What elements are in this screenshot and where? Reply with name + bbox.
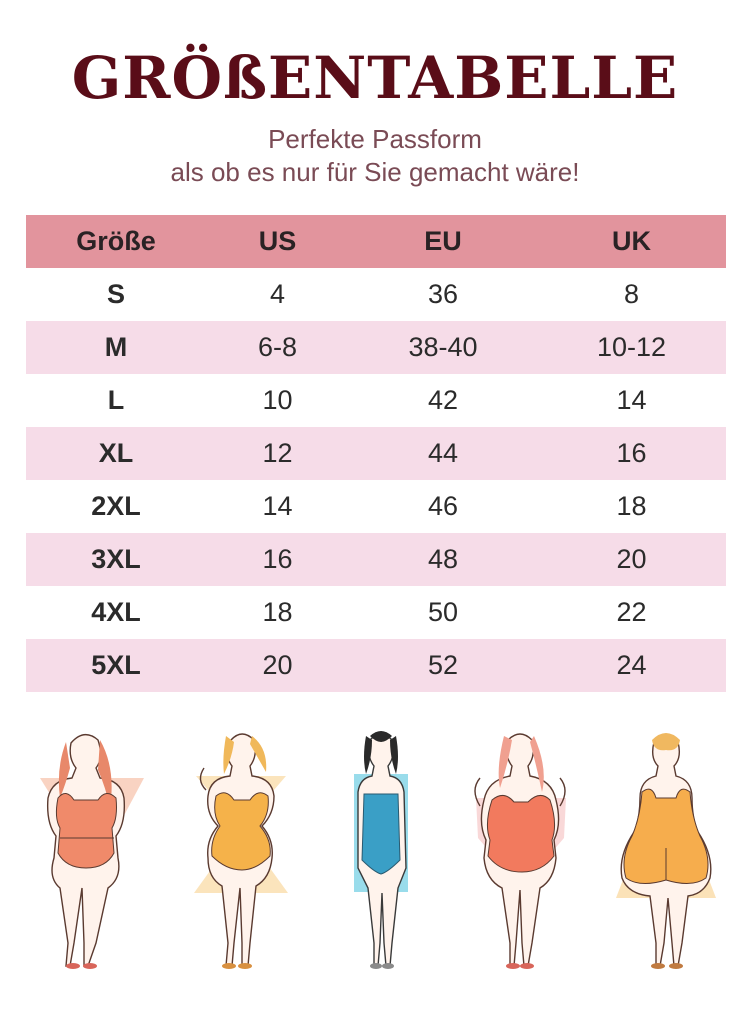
table-row: 2XL 14 46 18 xyxy=(26,480,726,533)
body-shape-apple-icon xyxy=(474,733,566,969)
page-title: GRÖßENTABELLE xyxy=(71,44,679,112)
size-cell: XL xyxy=(98,438,134,468)
body-shape-hourglass-icon xyxy=(194,733,288,969)
eu-cell: 38-40 xyxy=(408,332,478,362)
body-shape-illustrations xyxy=(26,728,726,978)
table-row: S 4 36 8 xyxy=(26,268,726,321)
uk-cell: 22 xyxy=(616,597,647,627)
column-header-size: Größe xyxy=(76,226,156,256)
uk-cell: 16 xyxy=(616,438,647,468)
table-header-row: Größe US EU UK xyxy=(26,215,726,268)
table-row: XL 12 44 16 xyxy=(26,427,726,480)
eu-cell: 46 xyxy=(427,491,459,521)
subtitle-line-1: Perfekte Passform xyxy=(268,124,482,154)
uk-cell: 20 xyxy=(616,544,647,574)
eu-cell: 44 xyxy=(427,438,459,468)
table-row: M 6-8 38-40 10-12 xyxy=(26,321,726,374)
size-cell: M xyxy=(104,332,128,362)
size-cell: 3XL xyxy=(91,544,141,574)
us-cell: 12 xyxy=(262,438,293,468)
size-cell: 4XL xyxy=(91,597,141,627)
eu-cell: 42 xyxy=(427,385,459,415)
size-cell: 2XL xyxy=(91,491,141,521)
us-cell: 10 xyxy=(262,385,293,415)
us-cell: 18 xyxy=(262,597,293,627)
body-shape-triangle-icon xyxy=(40,734,144,969)
column-header-eu: EU xyxy=(424,226,462,256)
us-cell: 14 xyxy=(262,491,293,521)
us-cell: 4 xyxy=(269,279,286,309)
uk-cell: 14 xyxy=(616,385,647,415)
uk-cell: 18 xyxy=(616,491,647,521)
uk-cell: 8 xyxy=(623,279,640,309)
size-cell: 5XL xyxy=(91,650,141,680)
uk-cell: 10-12 xyxy=(596,332,667,362)
eu-cell: 36 xyxy=(427,279,459,309)
eu-cell: 48 xyxy=(427,544,459,574)
body-shape-pear-icon xyxy=(616,733,716,969)
table-row: 4XL 18 50 22 xyxy=(26,586,726,639)
uk-cell: 24 xyxy=(616,650,647,680)
eu-cell: 52 xyxy=(427,650,459,680)
eu-cell: 50 xyxy=(427,597,459,627)
column-header-uk: UK xyxy=(612,226,651,256)
table-row: L 10 42 14 xyxy=(26,374,726,427)
us-cell: 6-8 xyxy=(257,332,298,362)
body-shape-rectangle-icon xyxy=(354,731,408,969)
table-row: 3XL 16 48 20 xyxy=(26,533,726,586)
column-header-us: US xyxy=(258,226,297,256)
table-row: 5XL 20 52 24 xyxy=(26,639,726,692)
size-cell: S xyxy=(106,279,125,309)
size-cell: L xyxy=(107,385,125,415)
size-table: Größe US EU UK S 4 36 8 M 6-8 38-40 10-1… xyxy=(26,215,726,692)
subtitle-line-2: als ob es nur für Sie gemacht wäre! xyxy=(170,157,580,187)
us-cell: 20 xyxy=(262,650,293,680)
us-cell: 16 xyxy=(262,544,293,574)
